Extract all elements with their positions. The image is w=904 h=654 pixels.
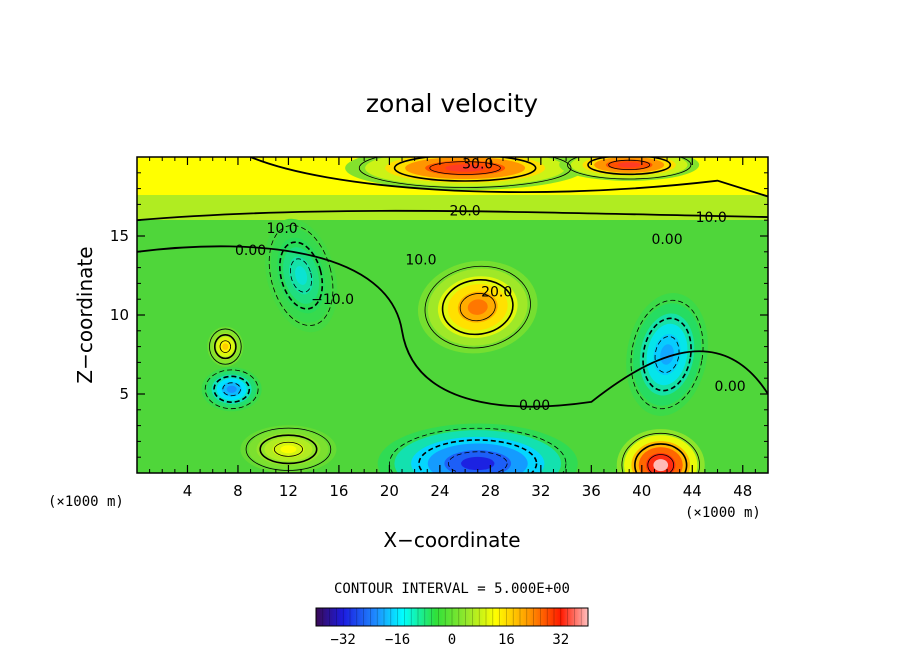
y-tick-label: 5 — [119, 385, 129, 403]
contour-line — [447, 451, 508, 473]
contour-value-label: 0.00 — [651, 232, 682, 248]
x-unit-right: (×1000 m) — [685, 505, 761, 521]
upper-mid-band — [137, 195, 768, 220]
y-tick-label: 15 — [110, 227, 129, 245]
ten-contour — [137, 209, 768, 222]
contour-value-label: 0.00 — [519, 398, 550, 414]
contour-value-label: 30.0 — [462, 156, 493, 172]
field-feature — [377, 423, 578, 473]
contour-line — [634, 443, 688, 473]
x-tick-label: 36 — [582, 482, 601, 500]
field-feature — [626, 293, 708, 416]
x-tick-label: 44 — [683, 482, 702, 500]
field-feature — [345, 157, 586, 191]
contour-line — [279, 241, 324, 310]
field-feature — [201, 367, 262, 412]
field-ring — [445, 164, 486, 172]
colorbar-tick-label: 0 — [448, 632, 456, 648]
colorbar: −32 −16 0 16 32 — [315, 607, 589, 648]
colorbar-tick-label: −32 — [331, 632, 356, 648]
contour-line-group — [209, 328, 242, 365]
contour-line — [222, 382, 241, 397]
contour-line — [647, 454, 675, 473]
field-ring — [653, 459, 669, 472]
x-tick-label: 28 — [481, 482, 500, 500]
contour-line — [290, 258, 313, 293]
contour-line — [213, 334, 237, 360]
y-axis-label: Z−coordinate — [73, 246, 97, 383]
y-tick-label: 10 — [110, 306, 129, 324]
contour-line-group — [621, 432, 700, 473]
contour-line — [209, 328, 242, 365]
contour-line — [418, 439, 538, 473]
contour-line — [424, 265, 531, 349]
contour-line — [219, 340, 232, 353]
field-ring — [280, 445, 297, 454]
contour-line — [567, 157, 692, 180]
contour-value-label: 0.00 — [715, 379, 746, 395]
contour-line-group — [268, 225, 334, 326]
contour-line — [587, 157, 672, 176]
contour-line — [213, 375, 251, 404]
contour-line — [621, 432, 700, 473]
x-tick-label: 48 — [733, 482, 752, 500]
zero-contour — [137, 245, 768, 408]
contour-interval-text: CONTOUR INTERVAL = 5.000E+00 — [334, 581, 570, 597]
field-ring — [295, 266, 308, 285]
contour-value-label: 20.0 — [450, 204, 481, 220]
contour-line-group — [567, 157, 692, 180]
contour-line — [204, 369, 259, 410]
x-tick-label: 12 — [279, 482, 298, 500]
contour-line — [273, 441, 303, 457]
contour-line-group — [424, 265, 531, 349]
field-ring — [467, 299, 488, 315]
colorbar-tick-label: 16 — [498, 632, 515, 648]
x-tick-label: 8 — [233, 482, 243, 500]
chart-title: zonal velocity — [366, 89, 538, 118]
contour-field — [137, 157, 768, 473]
contour-line — [358, 157, 572, 188]
field-ring — [226, 385, 237, 393]
contour-line — [389, 427, 567, 473]
contour-line-group — [358, 157, 572, 188]
colorbar-tick-label: −16 — [385, 632, 410, 648]
field-ring — [660, 344, 674, 365]
x-axis-label: X−coordinate — [383, 528, 520, 552]
contour-line-group — [389, 427, 567, 473]
contour-value-label: 0.00 — [235, 243, 266, 259]
field-ring — [461, 456, 495, 471]
contour-line — [459, 293, 496, 322]
contour-value-label: 10.0 — [696, 210, 727, 226]
colorbar-gradient — [315, 607, 589, 627]
field-ring — [222, 343, 229, 350]
x-tick-label: 16 — [329, 482, 348, 500]
field-ring — [617, 162, 641, 168]
contour-value-label: 10.0 — [267, 221, 298, 237]
field-feature — [559, 157, 700, 181]
field-feature — [417, 260, 538, 354]
field-feature — [264, 218, 338, 333]
contour-line — [441, 279, 514, 336]
contour-line-group — [204, 369, 259, 410]
x-unit-left: (×1000 m) — [48, 494, 124, 510]
contour-value-label: −10.0 — [311, 292, 354, 308]
contour-line — [259, 434, 318, 465]
contour-line — [268, 225, 334, 326]
contour-value-label: 10.0 — [405, 253, 436, 269]
contour-line — [429, 161, 501, 175]
contour-line — [642, 317, 692, 392]
contour-line — [630, 299, 704, 410]
field-feature — [616, 429, 705, 473]
contour-line — [393, 157, 537, 182]
contour-value-label: 20.0 — [481, 284, 512, 300]
field-feature — [207, 326, 244, 367]
colorbar-tick-label: 32 — [552, 632, 569, 648]
x-tick-label: 32 — [531, 482, 550, 500]
twenty-contour — [250, 157, 768, 198]
x-tick-label: 24 — [430, 482, 449, 500]
x-tick-label: 40 — [632, 482, 651, 500]
x-tick-label: 20 — [380, 482, 399, 500]
x-tick-label: 4 — [183, 482, 193, 500]
